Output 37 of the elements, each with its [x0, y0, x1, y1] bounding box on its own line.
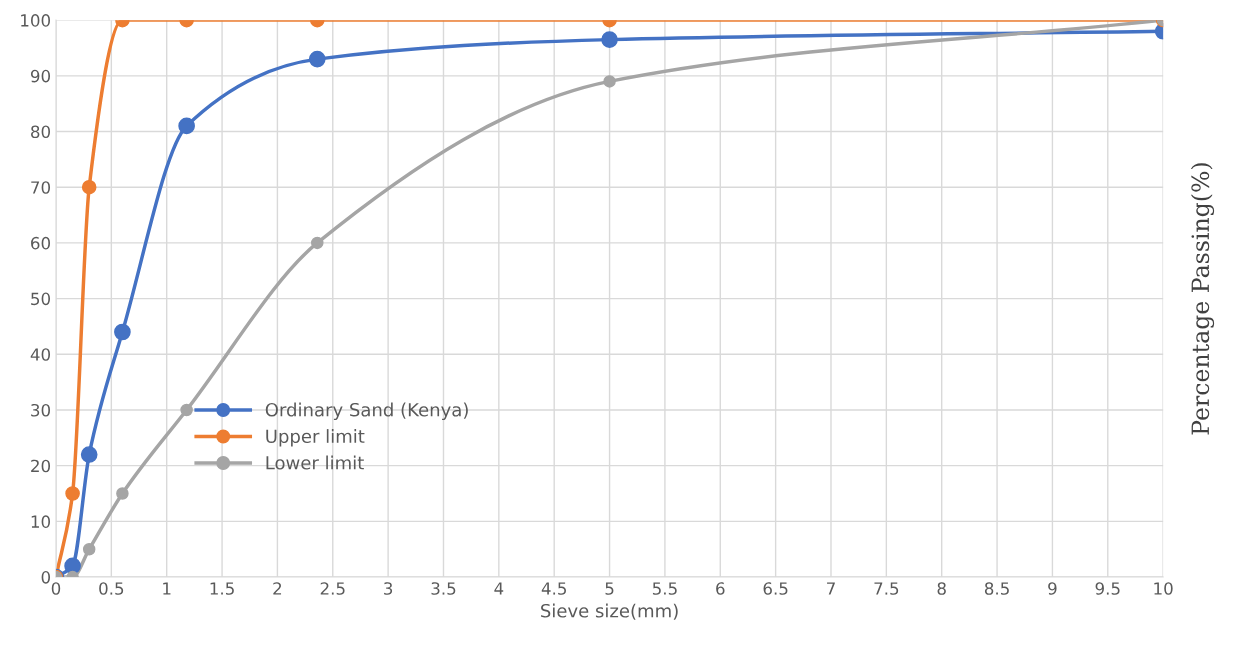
y-tick-label: 0 [41, 571, 51, 584]
y-tick-label: 70 [31, 181, 51, 194]
x-tick-label: 1 [163, 582, 171, 595]
x-tick-label: 6 [716, 582, 725, 595]
y-tick-label: 80 [31, 125, 51, 139]
y-tick-label: 50 [31, 292, 51, 306]
x-tick-label: 9 [1048, 582, 1057, 595]
x-tick-label: 1.5 [210, 582, 234, 595]
x-tick-label: 7 [827, 582, 835, 595]
x-tick-label: 4 [494, 582, 504, 595]
y-tick-label: 30 [31, 403, 51, 417]
x-tick-label: 3.5 [431, 582, 456, 595]
y-tick-label: 10 [31, 515, 51, 528]
y-tick-label: 20 [31, 459, 51, 473]
x-tick-label: 2.5 [320, 582, 345, 595]
x-axis-title: Sieve size(mm) [541, 603, 678, 620]
x-tick-label: 10 [1154, 582, 1173, 595]
x-tick-label: 2 [273, 582, 282, 595]
y-tick-label: 90 [30, 69, 51, 83]
x-tick-label: 9.5 [1095, 582, 1120, 595]
x-tick-label: 4.5 [541, 582, 566, 595]
x-tick-label: 7.5 [874, 582, 899, 595]
x-tick-label: 0.5 [99, 582, 124, 595]
x-tick-label: 8.5 [984, 582, 1009, 595]
legend-label: Lower limit [266, 455, 364, 470]
y-tick-label: 100 [21, 14, 51, 27]
y-axis-title: Percentage Passing(%) [1190, 163, 1215, 435]
x-tick-label: 3 [384, 582, 393, 595]
x-tick-label: 5 [605, 582, 614, 595]
y-tick-label: 40 [30, 348, 51, 361]
x-tick-label: 8 [937, 582, 946, 595]
legend-label: Ordinary Sand (Kenya) [265, 402, 468, 421]
y-tick-label: 60 [31, 236, 51, 250]
x-tick-label: 6.5 [763, 582, 788, 595]
legend-label: Upper limit [266, 429, 365, 447]
x-tick-label: 5.5 [652, 582, 677, 595]
x-tick-label: 0 [51, 582, 61, 595]
